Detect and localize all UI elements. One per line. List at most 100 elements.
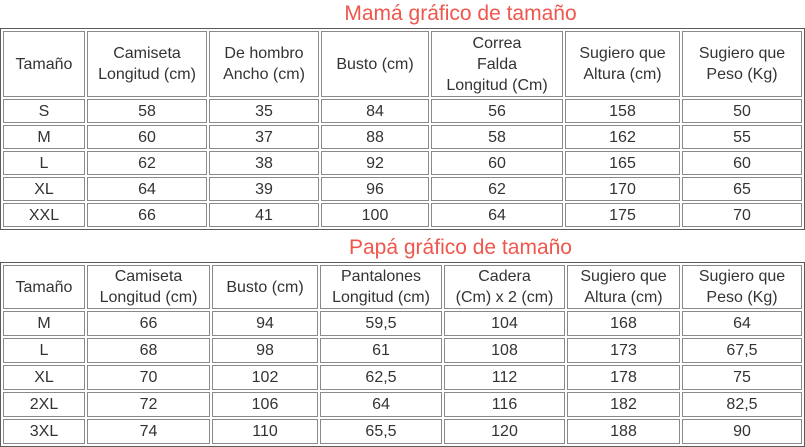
table-row: M 66 94 59,5 104 168 64 (3, 311, 802, 336)
measurement-cell: 158 (565, 99, 680, 123)
measurement-cell: 74 (87, 419, 210, 444)
measurement-cell: 62,5 (320, 365, 442, 390)
measurement-cell: 70 (682, 203, 802, 227)
measurement-cell: 72 (87, 392, 210, 417)
measurement-cell: 112 (444, 365, 565, 390)
table-row: XL 70 102 62,5 112 178 75 (3, 365, 802, 390)
column-header: Sugiero que Peso (Kg) (682, 31, 802, 97)
column-header: Sugiero que Altura (cm) (565, 31, 680, 97)
measurement-cell: 58 (87, 99, 207, 123)
measurement-cell: 65 (682, 177, 802, 201)
mom-table-body: S 58 35 84 56 158 50 M 60 37 88 58 162 55 L 62 38 92 60 165… (3, 99, 802, 227)
measurement-cell: 58 (431, 125, 563, 149)
measurement-cell: 62 (431, 177, 563, 201)
measurement-cell: 60 (431, 151, 563, 175)
column-header: De hombro Ancho (cm) (209, 31, 319, 97)
measurement-cell: 64 (431, 203, 563, 227)
measurement-cell: 61 (320, 338, 442, 363)
measurement-cell: 88 (321, 125, 429, 149)
measurement-cell: 120 (444, 419, 565, 444)
size-label-cell: L (3, 151, 85, 175)
dad-size-table: Tamaño Camiseta Longitud (cm) Busto (cm) Pa… (0, 262, 805, 447)
measurement-cell: 64 (682, 311, 802, 336)
mom-size-table: Tamaño Camiseta Longitud (cm) De hombro An… (0, 28, 805, 230)
measurement-cell: 67,5 (682, 338, 802, 363)
measurement-cell: 188 (567, 419, 680, 444)
measurement-cell: 60 (682, 151, 802, 175)
measurement-cell: 162 (565, 125, 680, 149)
measurement-cell: 35 (209, 99, 319, 123)
size-label-cell: S (3, 99, 85, 123)
table-row: L 68 98 61 108 173 67,5 (3, 338, 802, 363)
measurement-cell: 50 (682, 99, 802, 123)
size-label-cell: L (3, 338, 85, 363)
measurement-cell: 108 (444, 338, 565, 363)
table-row: XXL 66 41 100 64 175 70 (3, 203, 802, 227)
size-label-cell: M (3, 311, 85, 336)
measurement-cell: 173 (567, 338, 680, 363)
mom-chart-title: Mamá gráfico de tamaño (344, 2, 577, 25)
measurement-cell: 116 (444, 392, 565, 417)
size-label-cell: XXL (3, 203, 85, 227)
measurement-cell: 168 (567, 311, 680, 336)
column-header: Tamaño (3, 31, 85, 97)
measurement-cell: 90 (682, 419, 802, 444)
measurement-cell: 96 (321, 177, 429, 201)
mom-table-header: Tamaño Camiseta Longitud (cm) De hombro An… (3, 31, 802, 97)
measurement-cell: 66 (87, 203, 207, 227)
measurement-cell: 94 (212, 311, 318, 336)
column-header: Camiseta Longitud (cm) (87, 265, 210, 309)
size-label-cell: XL (3, 177, 85, 201)
measurement-cell: 92 (321, 151, 429, 175)
size-label-cell: 2XL (3, 392, 85, 417)
table-row: 3XL 74 110 65,5 120 188 90 (3, 419, 802, 444)
size-label-cell: M (3, 125, 85, 149)
measurement-cell: 182 (567, 392, 680, 417)
measurement-cell: 170 (565, 177, 680, 201)
measurement-cell: 70 (87, 365, 210, 390)
measurement-cell: 59,5 (320, 311, 442, 336)
measurement-cell: 165 (565, 151, 680, 175)
table-row: S 58 35 84 56 158 50 (3, 99, 802, 123)
measurement-cell: 75 (682, 365, 802, 390)
measurement-cell: 175 (565, 203, 680, 227)
measurement-cell: 106 (212, 392, 318, 417)
dad-chart-title: Papá gráfico de tamaño (349, 236, 572, 259)
measurement-cell: 98 (212, 338, 318, 363)
column-header: Sugiero que Peso (Kg) (682, 265, 802, 309)
measurement-cell: 84 (321, 99, 429, 123)
table-row: M 60 37 88 58 162 55 (3, 125, 802, 149)
measurement-cell: 39 (209, 177, 319, 201)
measurement-cell: 104 (444, 311, 565, 336)
column-header: Cadera (Cm) x 2 (cm) (444, 265, 565, 309)
column-header: Busto (cm) (321, 31, 429, 97)
measurement-cell: 65,5 (320, 419, 442, 444)
measurement-cell: 41 (209, 203, 319, 227)
header-row: Tamaño Camiseta Longitud (cm) Busto (cm) Pa… (3, 265, 802, 309)
column-header: Camiseta Longitud (cm) (87, 31, 207, 97)
column-header: Pantalones Longitud (cm) (320, 265, 442, 309)
measurement-cell: 68 (87, 338, 210, 363)
measurement-cell: 110 (212, 419, 318, 444)
dad-table-header: Tamaño Camiseta Longitud (cm) Busto (cm) Pa… (3, 265, 802, 309)
header-row: Tamaño Camiseta Longitud (cm) De hombro An… (3, 31, 802, 97)
dad-table-body: M 66 94 59,5 104 168 64 L 68 98 61 108 173 67,5 XL 70 10… (3, 311, 802, 444)
measurement-cell: 178 (567, 365, 680, 390)
measurement-cell: 38 (209, 151, 319, 175)
measurement-cell: 56 (431, 99, 563, 123)
measurement-cell: 37 (209, 125, 319, 149)
measurement-cell: 64 (320, 392, 442, 417)
size-label-cell: 3XL (3, 419, 85, 444)
column-header: Tamaño (3, 265, 85, 309)
measurement-cell: 66 (87, 311, 210, 336)
measurement-cell: 55 (682, 125, 802, 149)
size-label-cell: XL (3, 365, 85, 390)
measurement-cell: 100 (321, 203, 429, 227)
column-header: Sugiero que Altura (cm) (567, 265, 680, 309)
measurement-cell: 102 (212, 365, 318, 390)
measurement-cell: 62 (87, 151, 207, 175)
measurement-cell: 60 (87, 125, 207, 149)
column-header: Busto (cm) (212, 265, 318, 309)
table-row: XL 64 39 96 62 170 65 (3, 177, 802, 201)
